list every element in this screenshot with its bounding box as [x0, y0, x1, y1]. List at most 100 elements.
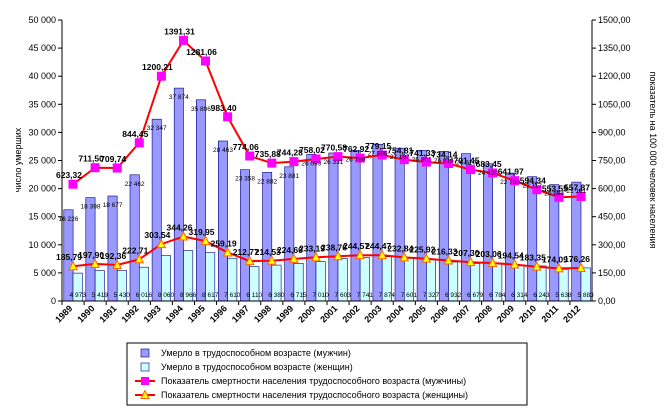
- bar-label: 8 060: [158, 292, 175, 299]
- bar-men: [483, 163, 493, 302]
- legend-key-bar: [140, 362, 150, 372]
- bar-men: [416, 150, 427, 302]
- bar-label: 24 420: [478, 170, 498, 177]
- bar-label: 6 110: [246, 292, 262, 299]
- bar-men: [328, 152, 339, 302]
- x-tick-label: 1999: [274, 303, 295, 324]
- point-label-women: 303,54: [144, 230, 170, 240]
- x-tick-label: 1992: [119, 303, 140, 324]
- bar-label: 6 932: [445, 292, 462, 299]
- y-tick-label-left: 25 000: [28, 156, 56, 166]
- bar-label: 20 694: [544, 191, 564, 198]
- point-label-men: 709,74: [100, 154, 126, 164]
- bar-men: [240, 169, 250, 302]
- point-label-men: 754,81: [387, 146, 413, 156]
- point-men-rate: [488, 168, 498, 178]
- bar-men: [306, 154, 317, 302]
- point-men-rate: [223, 112, 233, 122]
- x-tick-label: 2012: [561, 303, 582, 324]
- lines-layer: [68, 35, 586, 273]
- point-men-rate: [68, 179, 78, 189]
- point-men-rate: [399, 155, 409, 165]
- point-women-rate: [487, 257, 498, 267]
- x-tick-label: 2006: [429, 303, 450, 324]
- bar-label: 26 616: [434, 157, 454, 164]
- point-label-women: 197,90: [78, 250, 104, 260]
- point-women-rate: [509, 258, 520, 269]
- point-men-rate: [444, 159, 453, 168]
- point-label-women: 259,19: [211, 238, 237, 248]
- bar-label: 6 784: [489, 292, 506, 299]
- point-label-women: 319,95: [189, 227, 215, 237]
- point-label-women: 225,92: [409, 245, 435, 255]
- point-women-rate: [156, 238, 167, 249]
- point-label-women: 214,53: [255, 247, 281, 257]
- bar-label: 26 799: [346, 156, 366, 163]
- point-men-rate: [134, 138, 144, 148]
- bar-men: [151, 118, 162, 302]
- bar-label: 18 398: [81, 204, 101, 211]
- y-tick-label-left: 45 000: [28, 43, 56, 53]
- bar-label: 21 161: [566, 188, 586, 195]
- point-label-women: 183,35: [520, 253, 546, 263]
- bar-label: 6 016: [136, 292, 153, 299]
- bar-label: 22 462: [125, 181, 145, 188]
- x-tick-label: 1998: [252, 303, 273, 324]
- point-men-rate: [267, 158, 277, 168]
- point-women-rate: [244, 255, 255, 266]
- point-label-men: 774,06: [233, 142, 259, 152]
- bar-label: 6 679: [467, 292, 484, 299]
- x-tick-label: 2010: [517, 303, 538, 324]
- bar-label: 6 314: [511, 292, 528, 299]
- bar-label: 26 093: [301, 160, 321, 167]
- point-women-rate: [421, 253, 432, 263]
- bar-label: 18 677: [103, 202, 123, 209]
- point-label-women: 222,71: [122, 245, 148, 255]
- bar-men: [196, 99, 206, 302]
- y-tick-label-left: 20 000: [28, 184, 56, 194]
- bar-men: [107, 195, 118, 302]
- point-label-women: 185,79: [56, 252, 82, 262]
- bar-label: 23 881: [279, 173, 299, 180]
- legend: Умерло в трудоспособном возрасте (мужчин…: [126, 342, 528, 406]
- point-label-men: 594,34: [520, 176, 546, 186]
- x-tick-label: 1996: [208, 303, 229, 324]
- bar-men: [350, 150, 361, 302]
- point-men-rate: [201, 56, 210, 66]
- point-label-men: 1281,06: [186, 47, 217, 57]
- point-men-rate: [355, 153, 365, 163]
- point-women-rate: [134, 253, 145, 264]
- point-label-men: 983,40: [211, 103, 237, 113]
- bar-label: 26 331: [323, 159, 343, 166]
- point-label-men: 735,88: [255, 149, 281, 159]
- point-label-men: 711,50: [78, 154, 104, 164]
- point-label-men: 779,15: [365, 141, 391, 151]
- y-tick-label-left: 0: [51, 296, 56, 306]
- y-tick-label-right: 1200,00: [598, 71, 631, 81]
- legend-key-marker: [141, 377, 149, 385]
- bar-label: 16 226: [58, 216, 78, 223]
- bar-label: 22 882: [257, 178, 277, 185]
- point-label-women: 174,09: [542, 254, 568, 264]
- x-tick-label: 2002: [340, 303, 361, 324]
- point-label-women: 232,84: [387, 243, 413, 253]
- legend-frame: [126, 342, 528, 406]
- bar-men: [129, 174, 140, 302]
- y-tick-label-right: 1050,00: [598, 99, 631, 109]
- bar-label: 26 210: [456, 160, 476, 167]
- bar-label: 22 780: [500, 179, 520, 186]
- x-tick-label: 1991: [97, 303, 118, 324]
- y-tick-label-right: 450,00: [598, 212, 626, 222]
- point-label-men: 683,45: [476, 159, 502, 169]
- bar-men: [460, 153, 471, 302]
- bar-label: 6 715: [290, 292, 307, 299]
- bar-men: [218, 140, 228, 302]
- y-tick-label-left: 10 000: [28, 240, 56, 250]
- point-women-rate: [531, 261, 542, 271]
- bar-label: 35 806: [191, 106, 211, 113]
- bar-men: [549, 184, 560, 302]
- point-label-men: 762,92: [343, 144, 369, 154]
- x-tick-label: 1993: [142, 303, 163, 324]
- y-tick-label-left: 30 000: [28, 127, 56, 137]
